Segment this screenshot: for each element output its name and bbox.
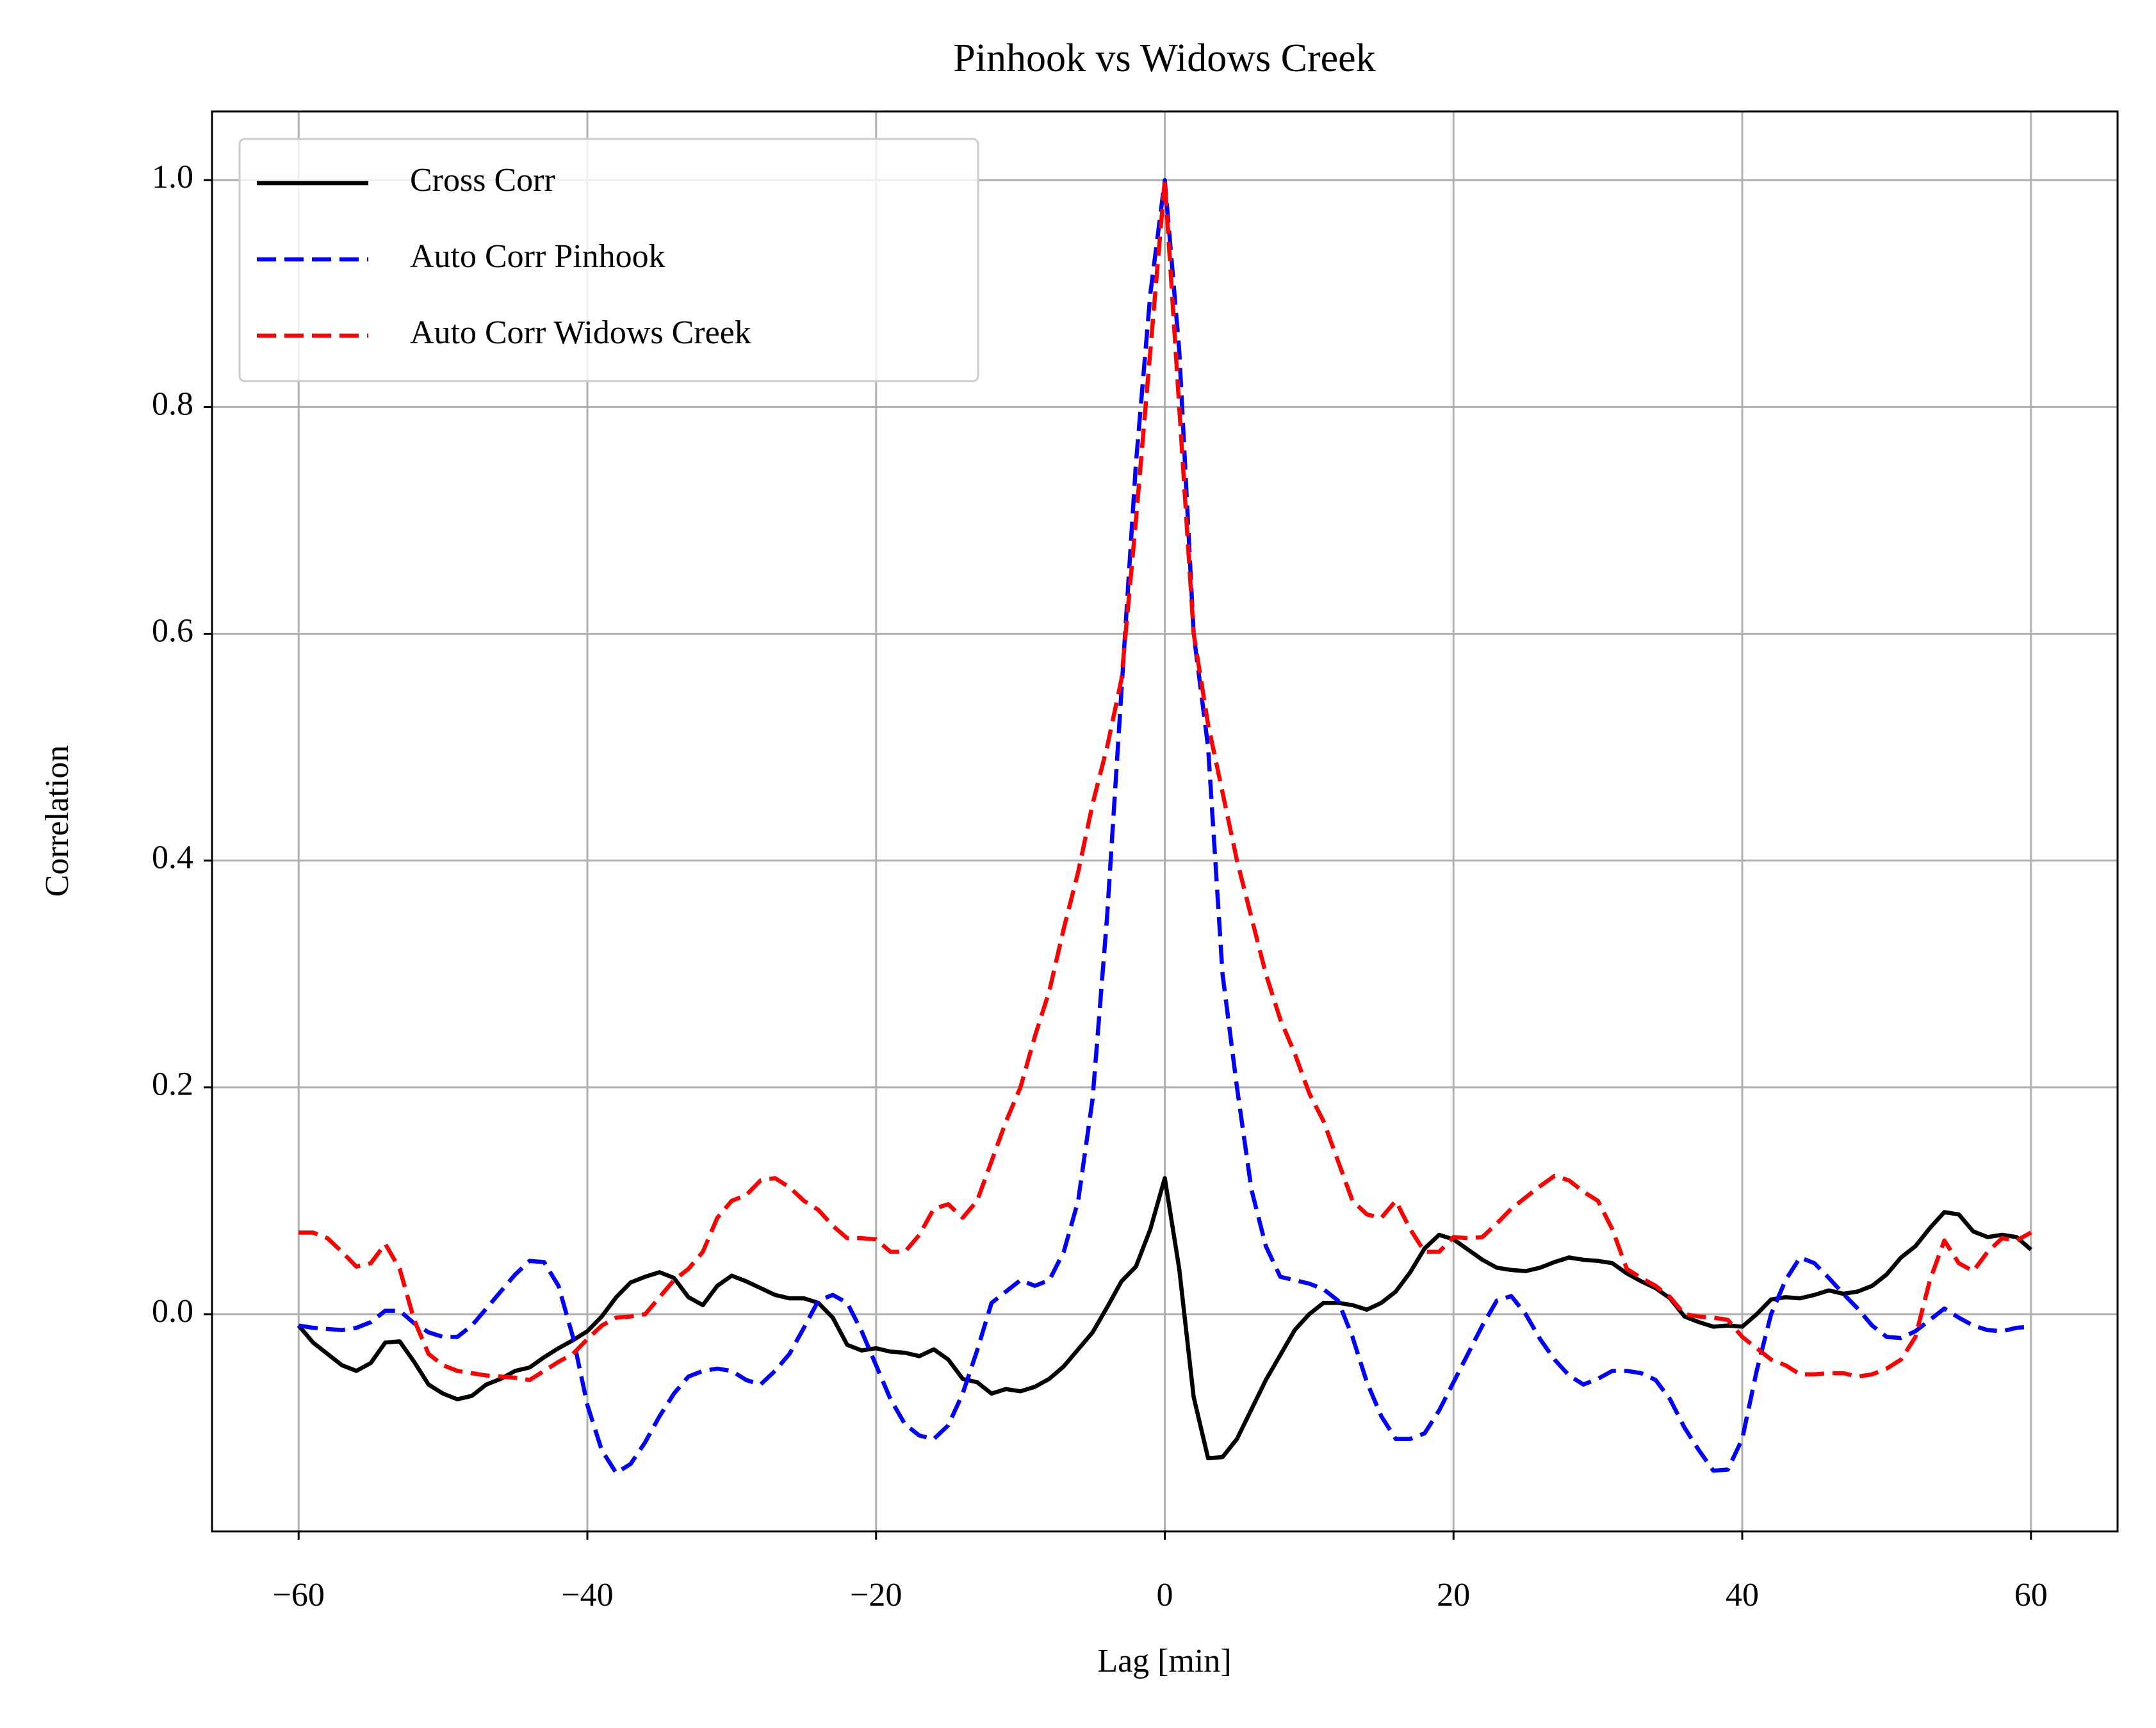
legend-box bbox=[238, 138, 979, 382]
legend-label: Auto Corr Widows Creek bbox=[410, 314, 751, 351]
chart-title: Pinhook vs Widows Creek bbox=[953, 37, 1375, 80]
series-line bbox=[298, 178, 2032, 1476]
y-axis-label: Correlation bbox=[39, 746, 76, 897]
x-tick-label: 0 bbox=[1157, 1577, 1173, 1613]
legend-label: Cross Corr bbox=[410, 162, 555, 199]
legend-label: Auto Corr Pinhook bbox=[410, 238, 666, 275]
x-tick-label: 60 bbox=[2014, 1577, 2048, 1613]
x-tick-label: 20 bbox=[1437, 1577, 1470, 1613]
plot-lines bbox=[297, 178, 2032, 1476]
legend: Cross Corr Auto Corr Pinhook Auto Corr Wid… bbox=[238, 138, 979, 382]
y-tick-label: 0.0 bbox=[152, 1293, 193, 1330]
y-tick-label: 0.2 bbox=[152, 1066, 193, 1103]
x-tick-label: −20 bbox=[850, 1577, 902, 1613]
x-axis-label: Lag [min] bbox=[1097, 1643, 1231, 1679]
x-tick-label: 40 bbox=[1726, 1577, 1759, 1613]
y-tick-label: 0.4 bbox=[152, 840, 193, 876]
series-line bbox=[297, 1176, 2032, 1461]
y-tick-label: 1.0 bbox=[152, 159, 193, 195]
y-tick-label: 0.8 bbox=[152, 386, 193, 422]
y-tick-label: 0.6 bbox=[152, 612, 193, 649]
x-tick-label: −60 bbox=[273, 1577, 325, 1613]
x-tick-label: −40 bbox=[561, 1577, 613, 1613]
series-line bbox=[298, 178, 2032, 1382]
